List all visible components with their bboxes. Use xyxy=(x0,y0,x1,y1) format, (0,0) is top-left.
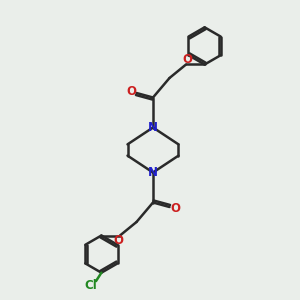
Text: O: O xyxy=(170,202,181,215)
Text: Cl: Cl xyxy=(85,279,97,292)
Text: O: O xyxy=(113,234,124,248)
Text: O: O xyxy=(182,52,193,66)
Text: N: N xyxy=(148,121,158,134)
Text: O: O xyxy=(126,85,136,98)
Text: N: N xyxy=(148,166,158,179)
